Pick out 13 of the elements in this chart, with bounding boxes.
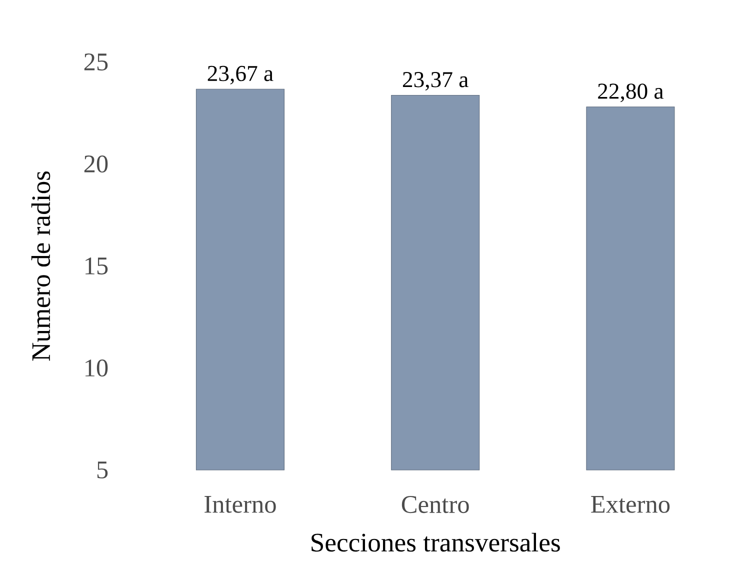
x-tick-label: Centro [402, 496, 469, 514]
y-tick-label: 15 [86, 258, 108, 274]
y-tick-label: 25 [84, 53, 108, 71]
data-label: 23,37 a [402, 72, 468, 91]
y-tick-label: 10 [86, 359, 108, 377]
x-tick-label: Externo [591, 496, 670, 513]
y-axis-title: Numero de radios [31, 171, 50, 361]
x-tick-label: Interno [204, 496, 276, 513]
x-axis-title: Secciones transversales [312, 532, 560, 552]
y-tick-label: 20 [84, 155, 108, 173]
y-tick-label: 5 [97, 462, 108, 478]
data-label: 23,67 a [208, 66, 274, 84]
data-label: 22,80 a [598, 84, 664, 102]
